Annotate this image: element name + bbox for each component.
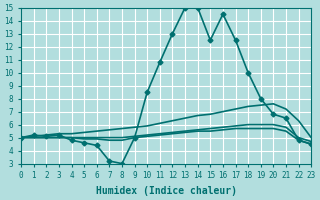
X-axis label: Humidex (Indice chaleur): Humidex (Indice chaleur)	[96, 186, 236, 196]
